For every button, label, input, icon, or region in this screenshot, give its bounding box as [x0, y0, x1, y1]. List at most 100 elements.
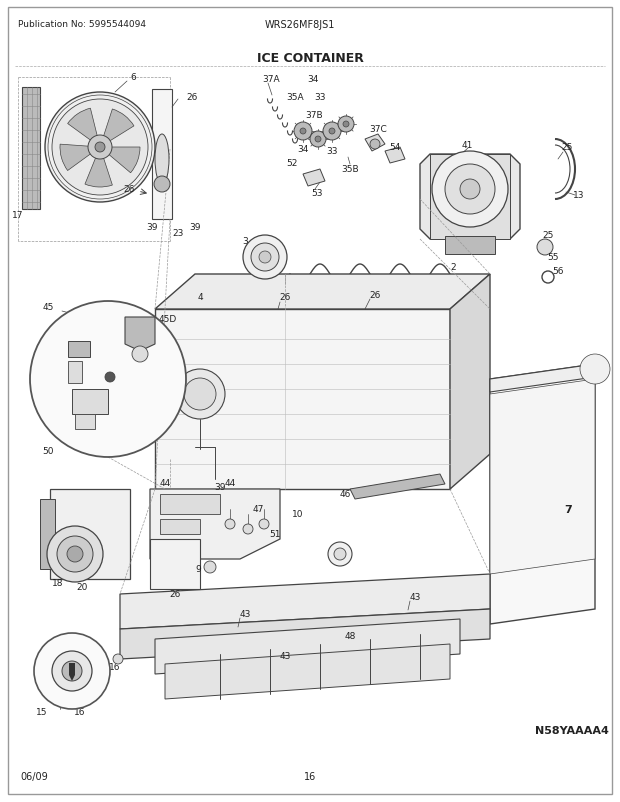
Text: 48: 48	[344, 632, 356, 641]
Text: 43: 43	[409, 593, 421, 602]
Text: 45: 45	[42, 303, 54, 312]
Text: 50: 50	[42, 447, 54, 456]
Text: 44: 44	[224, 479, 236, 488]
Text: 26: 26	[123, 185, 135, 194]
Text: 25: 25	[542, 230, 554, 239]
Circle shape	[338, 117, 354, 133]
Circle shape	[243, 525, 253, 534]
Circle shape	[113, 654, 123, 664]
Circle shape	[225, 520, 235, 529]
Polygon shape	[50, 489, 130, 579]
Polygon shape	[385, 148, 405, 164]
Polygon shape	[69, 663, 75, 681]
Circle shape	[47, 526, 103, 582]
Text: 06/09: 06/09	[20, 771, 48, 781]
Ellipse shape	[155, 135, 169, 184]
Text: 43: 43	[239, 610, 250, 618]
Text: 18: 18	[52, 579, 64, 588]
Wedge shape	[85, 157, 112, 188]
Text: 45C: 45C	[46, 340, 64, 349]
Text: 9: 9	[195, 565, 201, 573]
Text: 37B: 37B	[305, 111, 323, 119]
Text: 16: 16	[109, 662, 121, 671]
Text: 35B: 35B	[341, 165, 359, 174]
Text: 16: 16	[74, 707, 86, 717]
Text: 56: 56	[552, 267, 564, 276]
Text: Publication No: 5995544094: Publication No: 5995544094	[18, 20, 146, 29]
Polygon shape	[150, 539, 200, 589]
Polygon shape	[120, 610, 490, 659]
Text: 33: 33	[314, 92, 326, 101]
Text: 4: 4	[197, 294, 203, 302]
Circle shape	[175, 370, 225, 419]
Text: 34: 34	[308, 75, 319, 84]
Circle shape	[95, 143, 105, 153]
Circle shape	[323, 123, 341, 141]
Text: 16: 16	[304, 771, 316, 781]
Circle shape	[52, 651, 92, 691]
Circle shape	[334, 549, 346, 561]
Text: 25: 25	[561, 144, 573, 152]
Circle shape	[204, 561, 216, 573]
Polygon shape	[155, 619, 460, 674]
Text: 26: 26	[169, 589, 180, 599]
Text: ICE CONTAINER: ICE CONTAINER	[257, 52, 363, 65]
Text: 51: 51	[269, 530, 281, 539]
Polygon shape	[155, 274, 490, 310]
Text: 33: 33	[326, 148, 338, 156]
Circle shape	[132, 346, 148, 363]
Polygon shape	[365, 135, 385, 152]
Circle shape	[580, 354, 610, 384]
Wedge shape	[103, 110, 134, 143]
Polygon shape	[155, 310, 450, 489]
Wedge shape	[60, 145, 92, 172]
Text: 26: 26	[370, 291, 381, 300]
Polygon shape	[75, 415, 95, 429]
Circle shape	[537, 240, 553, 256]
Polygon shape	[125, 318, 155, 351]
Circle shape	[343, 122, 349, 128]
Text: 45A: 45A	[71, 430, 89, 439]
Circle shape	[432, 152, 508, 228]
Text: 20: 20	[76, 583, 87, 592]
Polygon shape	[350, 475, 445, 500]
Text: 45B: 45B	[151, 367, 169, 376]
Wedge shape	[108, 148, 140, 173]
Circle shape	[259, 520, 269, 529]
Polygon shape	[490, 365, 595, 624]
Text: 2: 2	[450, 263, 456, 272]
Polygon shape	[120, 574, 490, 630]
Circle shape	[329, 129, 335, 135]
Text: 34: 34	[298, 145, 309, 154]
Circle shape	[67, 546, 83, 562]
Circle shape	[154, 176, 170, 192]
Text: 17: 17	[12, 210, 24, 219]
Text: 23: 23	[172, 229, 184, 238]
Circle shape	[57, 537, 93, 573]
Text: 46: 46	[339, 490, 351, 499]
Text: 39: 39	[146, 223, 157, 233]
Circle shape	[328, 542, 352, 566]
Text: 43: 43	[280, 652, 291, 661]
Text: 39: 39	[215, 483, 226, 492]
Text: 13: 13	[574, 190, 585, 199]
Circle shape	[294, 123, 312, 141]
Polygon shape	[150, 489, 280, 559]
Text: 26: 26	[280, 294, 291, 302]
Circle shape	[370, 140, 380, 150]
Text: 3: 3	[242, 237, 248, 246]
Text: 43: 43	[334, 555, 346, 564]
Text: 41: 41	[461, 140, 472, 149]
Circle shape	[300, 129, 306, 135]
Polygon shape	[72, 390, 108, 415]
Text: 44: 44	[159, 479, 170, 488]
Polygon shape	[490, 379, 595, 574]
Text: 15: 15	[36, 707, 48, 717]
Text: WRS26MF8JS1: WRS26MF8JS1	[265, 20, 335, 30]
Polygon shape	[445, 237, 495, 255]
Polygon shape	[160, 520, 200, 534]
Text: 35A: 35A	[286, 92, 304, 101]
Circle shape	[34, 634, 110, 709]
Polygon shape	[490, 365, 595, 392]
Polygon shape	[303, 170, 325, 187]
